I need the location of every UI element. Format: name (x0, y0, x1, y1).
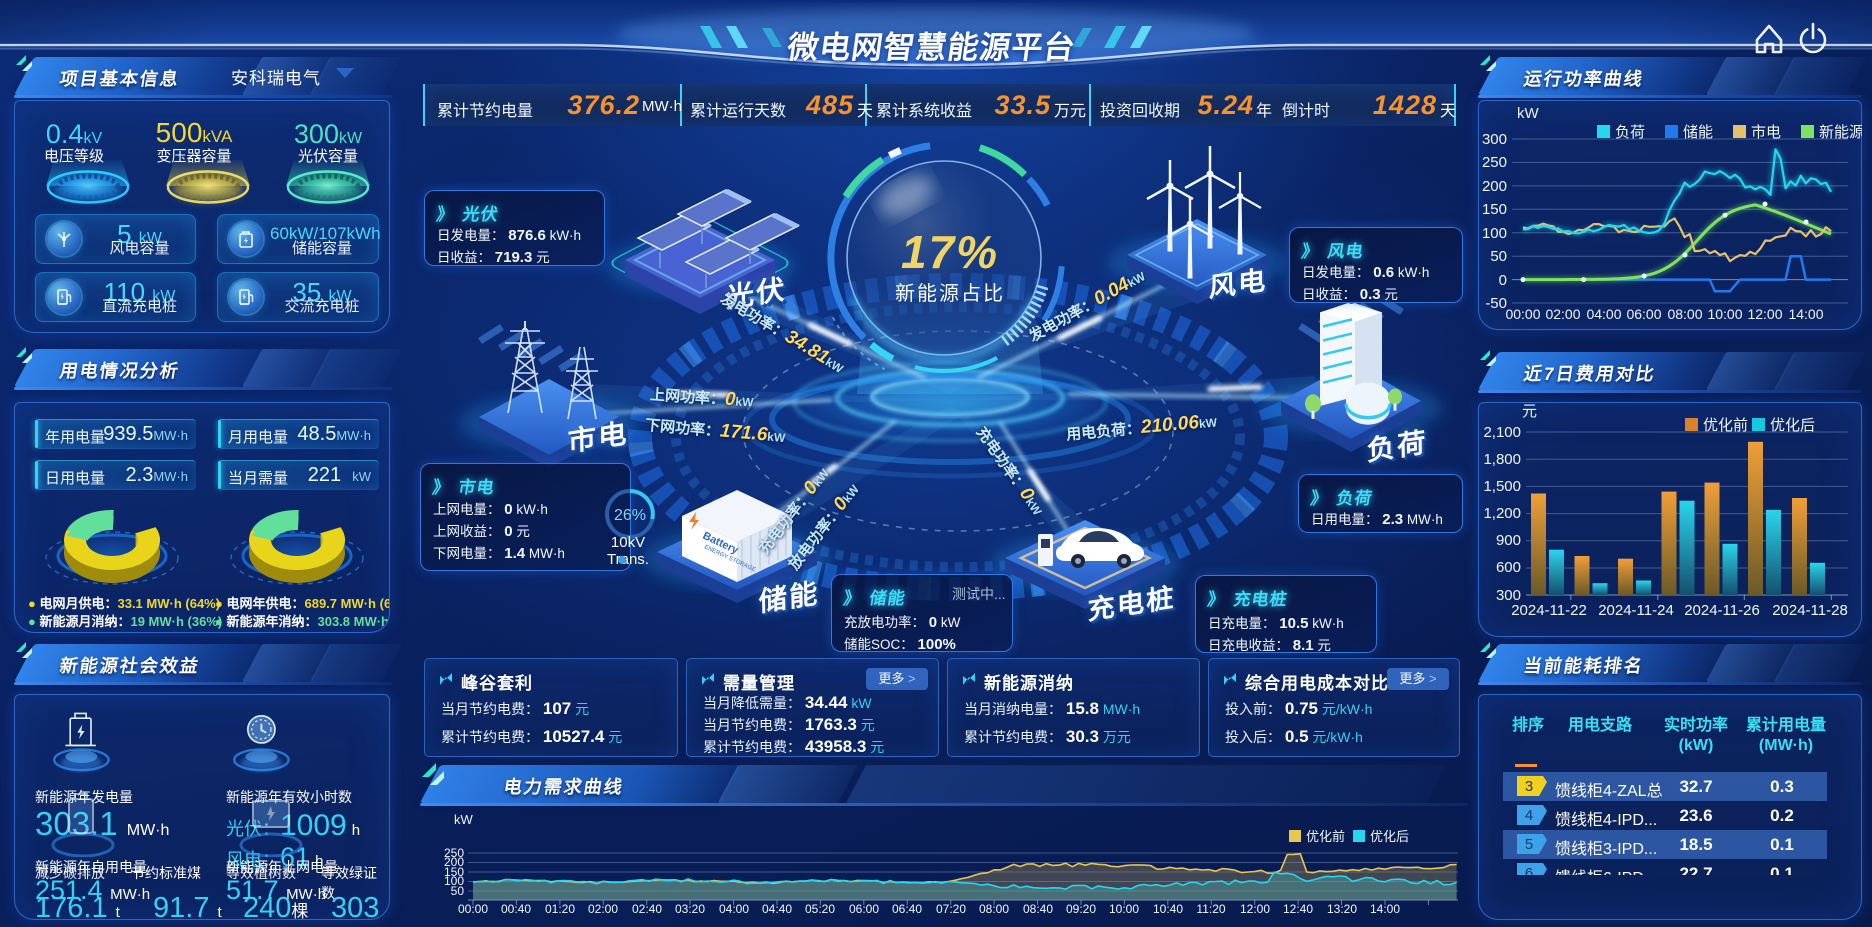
svg-text:06:40: 06:40 (892, 902, 922, 916)
svg-text:06:00: 06:00 (1626, 306, 1661, 322)
svg-text:00:00: 00:00 (458, 902, 488, 916)
svg-text:04:00: 04:00 (719, 902, 749, 916)
svg-text:元: 元 (1522, 403, 1537, 420)
svg-text:4: 4 (1525, 807, 1533, 824)
svg-text:1,200: 1,200 (1483, 505, 1521, 522)
svg-text:02:00: 02:00 (1545, 306, 1580, 322)
svg-text:10:00: 10:00 (1707, 306, 1742, 322)
svg-text:1,500: 1,500 (1483, 478, 1521, 495)
svg-text:3: 3 (1525, 778, 1533, 795)
svg-text:2024-11-22: 2024-11-22 (1511, 602, 1587, 619)
svg-text:12:00: 12:00 (1240, 902, 1270, 916)
svg-text:2,100: 2,100 (1483, 424, 1521, 441)
svg-text:05:20: 05:20 (805, 902, 835, 916)
svg-text:01:20: 01:20 (545, 902, 575, 916)
svg-text:-50: -50 (1485, 295, 1507, 312)
svg-text:优化后: 优化后 (1370, 829, 1409, 844)
svg-text:新能源占比: 新能源占比 (895, 282, 1005, 305)
svg-text:200: 200 (1482, 178, 1507, 195)
svg-text:03:20: 03:20 (675, 902, 705, 916)
svg-text:0: 0 (1499, 272, 1507, 289)
svg-text:2024-11-24: 2024-11-24 (1598, 602, 1674, 619)
svg-text:kW: kW (1517, 105, 1540, 122)
svg-text:6: 6 (1525, 865, 1533, 875)
svg-text:新能源: 新能源 (1819, 124, 1862, 141)
svg-text:负荷: 负荷 (1615, 124, 1645, 141)
svg-text:04:00: 04:00 (1586, 306, 1621, 322)
svg-text:07:20: 07:20 (936, 902, 966, 916)
svg-text:2024-11-26: 2024-11-26 (1684, 602, 1760, 619)
svg-text:02:40: 02:40 (632, 902, 662, 916)
svg-text:300: 300 (1496, 587, 1521, 604)
svg-text:市电: 市电 (1751, 124, 1781, 141)
svg-text:00:40: 00:40 (501, 902, 531, 916)
svg-text:10:40: 10:40 (1153, 902, 1183, 916)
svg-text:02:00: 02:00 (588, 902, 618, 916)
svg-text:17%: 17% (901, 226, 999, 278)
svg-text:50: 50 (1490, 248, 1507, 265)
svg-text:50: 50 (451, 884, 465, 898)
svg-text:储能: 储能 (1683, 124, 1713, 141)
svg-text:09:20: 09:20 (1066, 902, 1096, 916)
svg-text:优化后: 优化后 (1770, 417, 1815, 434)
svg-text:08:40: 08:40 (1023, 902, 1053, 916)
svg-text:100: 100 (444, 874, 464, 888)
svg-text:150: 150 (444, 865, 464, 879)
svg-text:250: 250 (1482, 154, 1507, 171)
svg-text:150: 150 (1482, 201, 1507, 218)
svg-text:900: 900 (1496, 532, 1521, 549)
svg-text:12:00: 12:00 (1747, 306, 1782, 322)
svg-text:04:40: 04:40 (762, 902, 792, 916)
svg-text:08:00: 08:00 (979, 902, 1009, 916)
svg-text:00:00: 00:00 (1505, 306, 1540, 322)
svg-text:kW: kW (454, 812, 474, 827)
svg-text:2024-11-28: 2024-11-28 (1772, 602, 1848, 619)
svg-text:06:00: 06:00 (849, 902, 879, 916)
svg-text:1,800: 1,800 (1483, 451, 1521, 468)
svg-text:优化前: 优化前 (1703, 417, 1748, 434)
svg-text:300: 300 (1482, 131, 1507, 148)
svg-text:13:20: 13:20 (1327, 902, 1357, 916)
svg-text:100: 100 (1482, 225, 1507, 242)
svg-text:08:00: 08:00 (1667, 306, 1702, 322)
svg-text:14:00: 14:00 (1370, 902, 1400, 916)
svg-text:200: 200 (444, 855, 464, 869)
svg-text:11:20: 11:20 (1196, 902, 1225, 916)
svg-text:优化前: 优化前 (1306, 829, 1345, 844)
svg-text:14:00: 14:00 (1788, 306, 1823, 322)
svg-text:250: 250 (444, 846, 464, 860)
svg-text:26%: 26% (614, 507, 646, 524)
svg-text:12:40: 12:40 (1283, 902, 1313, 916)
svg-text:600: 600 (1496, 559, 1521, 576)
svg-text:5: 5 (1525, 836, 1533, 853)
svg-text:10:00: 10:00 (1109, 902, 1139, 916)
